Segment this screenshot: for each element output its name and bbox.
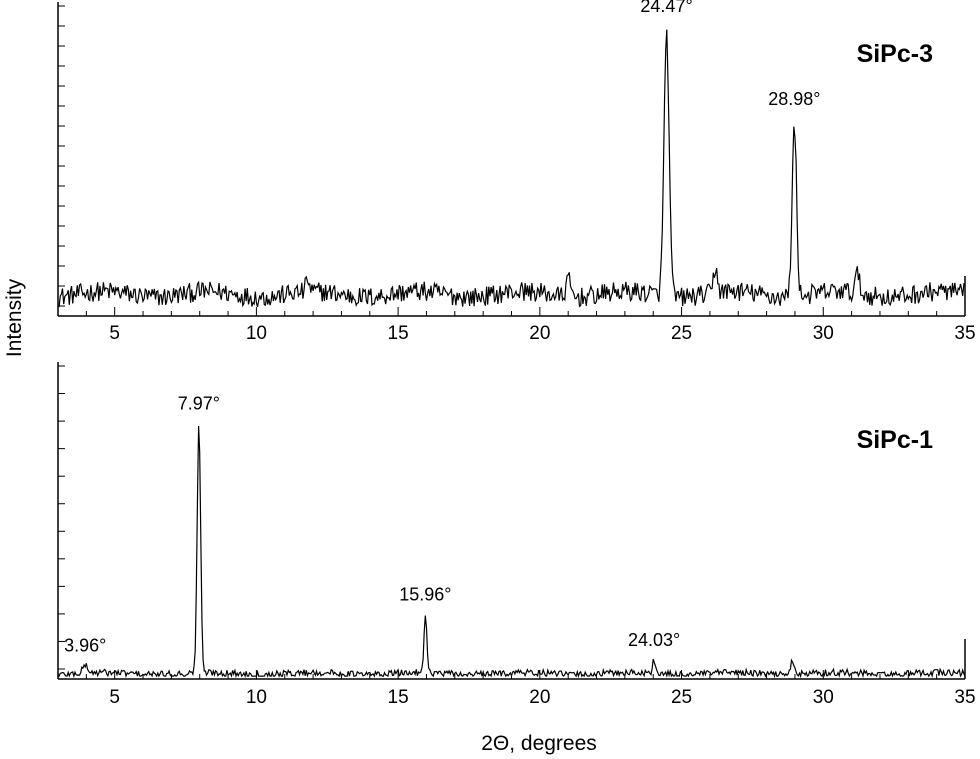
x-tick-label: 25 [671,323,692,344]
x-tick-label: 30 [813,323,834,344]
panel-sipc-3: 5 10 15 20 25 30 35 24.47° 28.98° SiPc-3 [57,0,976,344]
y-axis-title: Intensity [3,278,26,357]
peak-label: 24.03° [628,630,680,650]
x-tick-label: 20 [529,687,550,708]
x-tick-label: 5 [109,323,120,344]
peak-label: 24.47° [640,0,692,16]
x-tick-label: 30 [813,687,834,708]
peak-label: 15.96° [399,584,451,604]
x-tick-label: 15 [388,687,409,708]
x-tick-label: 35 [954,687,975,708]
series-line [57,425,966,679]
panel-title: SiPc-3 [857,40,933,68]
x-tick-label: 5 [109,687,120,708]
x-tick-label: 15 [388,323,409,344]
x-tick-label: 10 [246,687,267,708]
peak-label: 3.96° [64,636,106,656]
x-tick-label: 20 [529,323,550,344]
series-line [58,29,966,308]
x-tick-label: 25 [671,687,692,708]
x-tick-label: 35 [954,323,975,344]
peak-label: 7.97° [178,393,220,413]
panel-title: SiPc-1 [857,426,934,454]
x-tick-label: 10 [246,323,267,344]
panel-sipc-1: 5 10 15 20 25 30 35 3.96° 7.97° 15.96° 24.03° SiPc-… [57,362,976,708]
peak-label: 28.98° [768,89,820,109]
x-axis-title: 2Θ, degrees [481,732,597,755]
